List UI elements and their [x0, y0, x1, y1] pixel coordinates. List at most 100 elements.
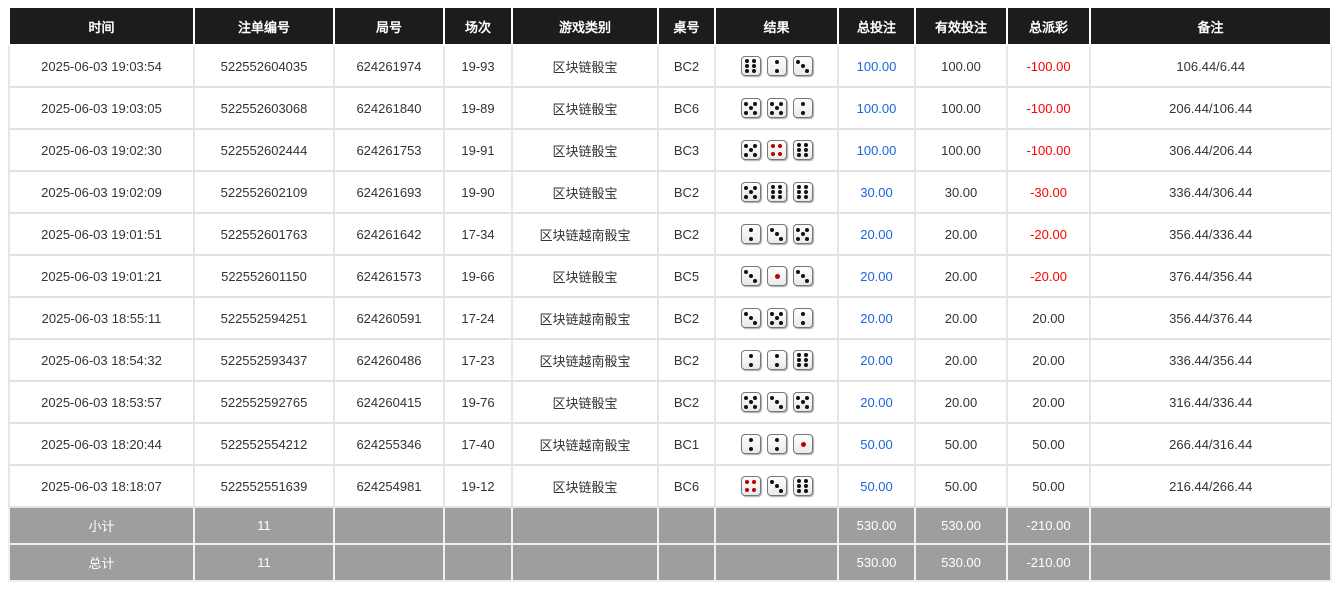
- time-cell: 2025-06-03 19:01:51: [8, 212, 195, 256]
- valid-bet-cell: 20.00: [914, 338, 1008, 382]
- round-cell: 624261573: [333, 254, 445, 298]
- bet-id-cell: 522552602444: [193, 128, 335, 172]
- dice-2-icon: [766, 56, 787, 76]
- dice-1-icon: [792, 434, 813, 454]
- payout-cell: 50.00: [1006, 464, 1091, 508]
- column-header: 注单编号: [193, 8, 335, 46]
- valid-bet-cell: 100.00: [914, 128, 1008, 172]
- round-cell: 624261753: [333, 128, 445, 172]
- table-row: 2025-06-03 19:02:30 522552602444 624261753…: [8, 128, 1332, 172]
- bet-id-cell: 522552551639: [193, 464, 335, 508]
- dice-6-icon: [792, 140, 813, 160]
- game-cell: 区块链越南骰宝: [511, 338, 659, 382]
- bet-id-cell: 522552594251: [193, 296, 335, 340]
- dice-5-icon: [740, 182, 761, 202]
- subtotal-payout: -210.00: [1006, 506, 1091, 545]
- payout-cell: -20.00: [1006, 212, 1091, 256]
- grand-total-count: 11: [193, 543, 335, 582]
- total-bet-cell: 30.00: [837, 170, 916, 214]
- dice-5-icon: [792, 224, 813, 244]
- valid-bet-cell: 20.00: [914, 380, 1008, 424]
- bet-id-cell: 522552603068: [193, 86, 335, 130]
- session-cell: 19-91: [443, 128, 513, 172]
- subtotal-total-bet: 530.00: [837, 506, 916, 545]
- dice-3-icon: [792, 56, 813, 76]
- grand-total-label: 总计: [8, 543, 195, 582]
- empty-cell: [657, 543, 716, 582]
- empty-cell: [657, 506, 716, 545]
- dice-6-icon: [792, 182, 813, 202]
- round-cell: 624255346: [333, 422, 445, 466]
- table-row: 2025-06-03 19:01:21 522552601150 624261573…: [8, 254, 1332, 298]
- column-header: 有效投注: [914, 8, 1008, 46]
- session-cell: 19-90: [443, 170, 513, 214]
- dice-cell: [714, 380, 839, 424]
- note-cell: 206.44/106.44: [1089, 86, 1332, 130]
- valid-bet-cell: 100.00: [914, 86, 1008, 130]
- dice-6-icon: [792, 476, 813, 496]
- payout-cell: 50.00: [1006, 422, 1091, 466]
- dice-cell: [714, 128, 839, 172]
- time-cell: 2025-06-03 19:02:30: [8, 128, 195, 172]
- dice-3-icon: [766, 476, 787, 496]
- dice-3-icon: [740, 308, 761, 328]
- valid-bet-cell: 50.00: [914, 464, 1008, 508]
- column-header: 总派彩: [1006, 8, 1091, 46]
- table-cell: BC2: [657, 296, 716, 340]
- time-cell: 2025-06-03 18:18:07: [8, 464, 195, 508]
- time-cell: 2025-06-03 19:03:54: [8, 44, 195, 88]
- session-cell: 19-89: [443, 86, 513, 130]
- bet-id-cell: 522552602109: [193, 170, 335, 214]
- bet-id-cell: 522552554212: [193, 422, 335, 466]
- dice-6-icon: [792, 350, 813, 370]
- total-bet-cell: 50.00: [837, 422, 916, 466]
- round-cell: 624261642: [333, 212, 445, 256]
- valid-bet-cell: 20.00: [914, 254, 1008, 298]
- dice-5-icon: [766, 308, 787, 328]
- bet-id-cell: 522552604035: [193, 44, 335, 88]
- table-header: 时间 注单编号 局号 场次 游戏类别 桌号 结果 总投注 有效投注 总派彩 备注: [8, 8, 1332, 46]
- time-cell: 2025-06-03 19:03:05: [8, 86, 195, 130]
- game-cell: 区块链骰宝: [511, 380, 659, 424]
- dice-3-icon: [740, 266, 761, 286]
- game-cell: 区块链骰宝: [511, 44, 659, 88]
- empty-cell: [333, 506, 445, 545]
- valid-bet-cell: 20.00: [914, 212, 1008, 256]
- table-cell: BC2: [657, 380, 716, 424]
- empty-cell: [1089, 506, 1332, 545]
- dice-2-icon: [740, 434, 761, 454]
- round-cell: 624261693: [333, 170, 445, 214]
- subtotal-row: 小计 11 530.00 530.00 -210.00: [8, 506, 1332, 545]
- dice-5-icon: [792, 392, 813, 412]
- table-cell: BC6: [657, 86, 716, 130]
- column-header: 局号: [333, 8, 445, 46]
- column-header: 时间: [8, 8, 195, 46]
- note-cell: 266.44/316.44: [1089, 422, 1332, 466]
- table-row: 2025-06-03 18:55:11 522552594251 624260591…: [8, 296, 1332, 340]
- grand-total-valid-bet: 530.00: [914, 543, 1008, 582]
- table-cell: BC2: [657, 212, 716, 256]
- dice-3-icon: [792, 266, 813, 286]
- round-cell: 624261974: [333, 44, 445, 88]
- empty-cell: [1089, 543, 1332, 582]
- total-bet-cell: 20.00: [837, 338, 916, 382]
- game-cell: 区块链骰宝: [511, 464, 659, 508]
- dice-cell: [714, 296, 839, 340]
- table-row: 2025-06-03 19:03:05 522552603068 624261840…: [8, 86, 1332, 130]
- column-header: 总投注: [837, 8, 916, 46]
- payout-cell: -100.00: [1006, 44, 1091, 88]
- game-cell: 区块链骰宝: [511, 254, 659, 298]
- empty-cell: [443, 506, 513, 545]
- column-header: 桌号: [657, 8, 716, 46]
- round-cell: 624260591: [333, 296, 445, 340]
- session-cell: 17-40: [443, 422, 513, 466]
- time-cell: 2025-06-03 18:55:11: [8, 296, 195, 340]
- valid-bet-cell: 20.00: [914, 296, 1008, 340]
- dice-5-icon: [740, 140, 761, 160]
- time-cell: 2025-06-03 18:54:32: [8, 338, 195, 382]
- dice-5-icon: [740, 392, 761, 412]
- column-header: 游戏类别: [511, 8, 659, 46]
- session-cell: 19-76: [443, 380, 513, 424]
- dice-2-icon: [740, 350, 761, 370]
- dice-3-icon: [766, 224, 787, 244]
